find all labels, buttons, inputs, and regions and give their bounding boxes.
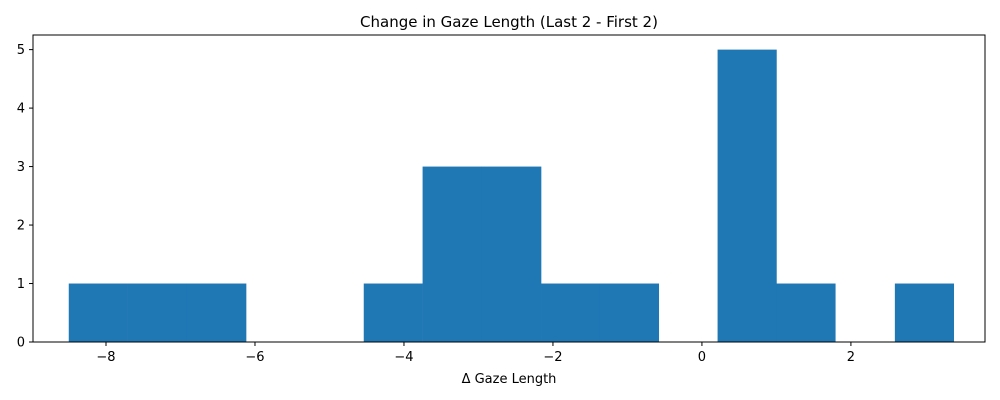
histogram-bar-12 (776, 283, 836, 342)
y-tick-label: 5 (17, 43, 25, 58)
histogram-bar-1 (127, 283, 187, 342)
histogram-bar-2 (186, 283, 247, 342)
x-tick-label: −4 (394, 350, 413, 365)
x-tick-label: 2 (847, 350, 855, 365)
y-axis: 0 1 2 3 4 5 (17, 43, 33, 351)
histogram-bar-9 (599, 283, 660, 342)
histogram-bar-5 (363, 283, 423, 342)
y-tick-label: 3 (17, 160, 25, 175)
y-tick-label: 1 (17, 277, 25, 292)
x-tick-label: −6 (245, 350, 264, 365)
y-tick-label: 2 (17, 219, 25, 234)
histogram-bars (68, 49, 955, 342)
histogram-bar-11 (717, 49, 777, 342)
histogram-bar-6 (422, 166, 482, 342)
x-tick-label: 0 (698, 350, 706, 365)
histogram-bar-8 (541, 283, 601, 342)
plot-frame (32, 34, 986, 343)
x-axis: −8 −6 −4 −2 0 2 (96, 342, 855, 365)
histogram-bar-7 (481, 166, 542, 342)
x-tick-label: −8 (96, 350, 115, 365)
y-tick-label: 4 (17, 102, 25, 117)
x-axis-label: Δ Gaze Length (462, 372, 557, 387)
histogram-bar-14 (894, 283, 955, 342)
x-tick-label: −2 (543, 350, 562, 365)
y-tick-label: 0 (17, 336, 25, 351)
chart-title: Change in Gaze Length (Last 2 - First 2) (360, 13, 658, 31)
histogram-bar-0 (68, 283, 128, 342)
